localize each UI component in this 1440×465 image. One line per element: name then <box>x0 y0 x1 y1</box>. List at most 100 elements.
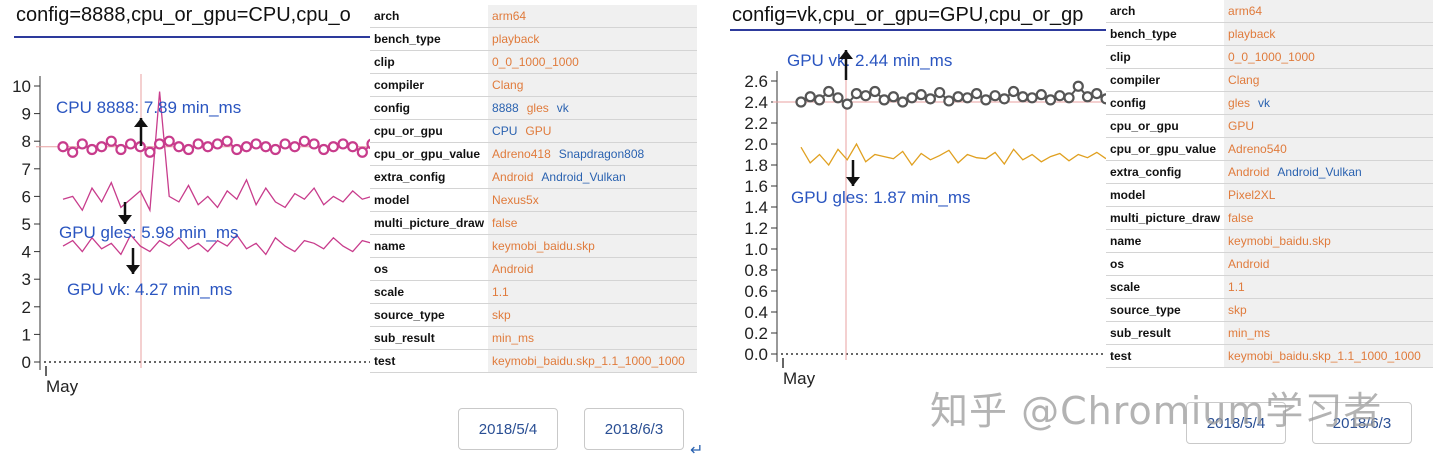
info-key: cpu_or_gpu_value <box>370 142 489 166</box>
info-value[interactable]: keymobi_baidu.skp_1.1_1000_1000 <box>492 354 685 368</box>
data-point <box>289 141 301 153</box>
data-point <box>980 94 992 106</box>
info-value[interactable]: Clang <box>492 78 524 92</box>
info-value[interactable]: Nexus5x <box>492 193 539 207</box>
info-values: Clang <box>488 73 697 97</box>
date-end-button[interactable]: 2018/6/3 <box>584 408 684 450</box>
data-point <box>260 141 272 153</box>
info-row: cpu_or_gpu_value Adreno540 <box>1106 137 1433 161</box>
info-key: test <box>370 349 489 373</box>
info-row: multi_picture_draw false <box>370 211 697 235</box>
info-value[interactable]: keymobi_baidu.skp <box>492 239 595 253</box>
info-row: cpu_or_gpu_value Adreno418 Snapdragon808 <box>370 142 697 166</box>
data-point <box>96 141 108 153</box>
right-panel: config=vk,cpu_or_gpu=GPU,cpu_or_gp 0.0 0.… <box>720 0 1440 465</box>
info-row: os Android <box>1106 252 1433 276</box>
info-values: Android Android_Vulkan <box>488 165 697 189</box>
info-row: clip 0_0_1000_1000 <box>370 50 697 74</box>
info-value[interactable]: 1.1 <box>492 285 509 299</box>
info-value[interactable]: false <box>1228 211 1254 225</box>
info-value[interactable]: arm64 <box>492 9 527 23</box>
info-values: playback <box>1224 22 1433 46</box>
data-point <box>163 135 175 147</box>
annotation-label: GPU vk: 2.44 min_ms <box>787 51 952 70</box>
info-value[interactable]: Android <box>492 170 534 184</box>
info-value[interactable]: keymobi_baidu.skp <box>1228 234 1331 248</box>
info-value[interactable]: vk <box>1258 96 1271 110</box>
data-point <box>356 146 368 158</box>
date-start-button[interactable]: 2018/5/4 <box>1186 402 1286 444</box>
info-row: cpu_or_gpu GPU <box>1106 114 1433 138</box>
info-value[interactable]: min_ms <box>492 331 535 345</box>
info-value[interactable]: Android_Vulkan <box>1277 165 1362 179</box>
info-key: extra_config <box>1106 160 1225 184</box>
info-value[interactable]: Snapdragon808 <box>558 147 645 161</box>
data-point <box>915 89 927 101</box>
info-values: 1.1 <box>488 280 697 304</box>
annotation-label: GPU gles: 5.98 min_ms <box>59 223 239 242</box>
date-start-button[interactable]: 2018/5/4 <box>458 408 558 450</box>
data-point <box>924 93 936 105</box>
data-point <box>182 143 195 156</box>
info-value[interactable]: Adreno418 <box>492 147 551 161</box>
info-value[interactable]: Android <box>1228 165 1270 179</box>
info-value[interactable]: arm64 <box>1228 4 1263 18</box>
info-key: test <box>1106 344 1225 368</box>
y-tick-label: 3 <box>22 270 31 289</box>
info-values: arm64 <box>488 5 697 28</box>
date-end-button[interactable]: 2018/6/3 <box>1312 402 1412 444</box>
info-key: name <box>1106 229 1225 253</box>
info-values: keymobi_baidu.skp_1.1_1000_1000 <box>1224 344 1433 368</box>
info-value[interactable]: 0_0_1000_1000 <box>1228 50 1315 64</box>
info-table: arch arm64 bench_type playback clip 0_0_1000_… <box>1106 0 1433 368</box>
data-point <box>961 92 973 104</box>
data-point <box>318 143 330 156</box>
info-value[interactable]: GPU <box>525 124 552 138</box>
info-row: multi_picture_draw false <box>1106 206 1433 230</box>
info-row: arch arm64 <box>370 5 697 28</box>
info-key: scale <box>370 280 489 304</box>
info-value[interactable]: skp <box>1228 303 1247 317</box>
series-line <box>62 91 373 213</box>
data-point <box>298 135 311 147</box>
info-value[interactable]: Adreno540 <box>1228 142 1287 156</box>
info-row: extra_config Android Android_Vulkan <box>370 165 697 189</box>
chart-right[interactable]: 0.0 0.2 0.4 0.6 0.8 1.0 1.2 1.4 1.6 1.8 2.0 2.2 2.4 2… <box>720 0 1440 465</box>
info-values: skp <box>1224 298 1433 322</box>
info-values: keymobi_baidu.skp <box>488 234 697 258</box>
info-row: scale 1.1 <box>370 280 697 304</box>
data-point <box>998 93 1010 105</box>
x-tick-label: May <box>46 377 79 396</box>
info-value[interactable]: CPU <box>492 124 518 138</box>
info-value[interactable]: min_ms <box>1228 326 1271 340</box>
data-point <box>860 90 872 102</box>
info-values: CPU GPU <box>488 119 697 143</box>
info-values: false <box>488 211 697 235</box>
info-value[interactable]: 0_0_1000_1000 <box>492 55 579 69</box>
info-value[interactable]: GPU <box>1228 119 1255 133</box>
info-value[interactable]: Clang <box>1228 73 1260 87</box>
info-value[interactable]: Android <box>1228 257 1270 271</box>
info-value[interactable]: playback <box>1228 27 1276 41</box>
data-point <box>221 135 233 147</box>
annotation-label: GPU gles: 1.87 min_ms <box>791 188 971 207</box>
info-value[interactable]: gles <box>526 101 549 115</box>
info-value[interactable]: 1.1 <box>1228 280 1245 294</box>
data-point <box>869 85 881 98</box>
info-value[interactable]: false <box>492 216 518 230</box>
info-value[interactable]: keymobi_baidu.skp_1.1_1000_1000 <box>1228 349 1421 363</box>
info-value[interactable]: vk <box>556 101 569 115</box>
arrow-head <box>118 215 132 224</box>
y-tick-label: 1.0 <box>744 240 768 259</box>
info-value[interactable]: gles <box>1228 96 1251 110</box>
info-value[interactable]: Pixel2XL <box>1228 188 1276 202</box>
info-values: GPU <box>1224 114 1433 138</box>
info-key: cpu_or_gpu_value <box>1106 137 1225 161</box>
info-value[interactable]: playback <box>492 32 540 46</box>
info-value[interactable]: 8888 <box>492 101 519 115</box>
info-row: config 8888 gles vk <box>370 96 697 120</box>
info-value[interactable]: Android_Vulkan <box>541 170 626 184</box>
info-value[interactable]: Android <box>492 262 534 276</box>
data-point <box>943 95 955 107</box>
info-value[interactable]: skp <box>492 308 511 322</box>
